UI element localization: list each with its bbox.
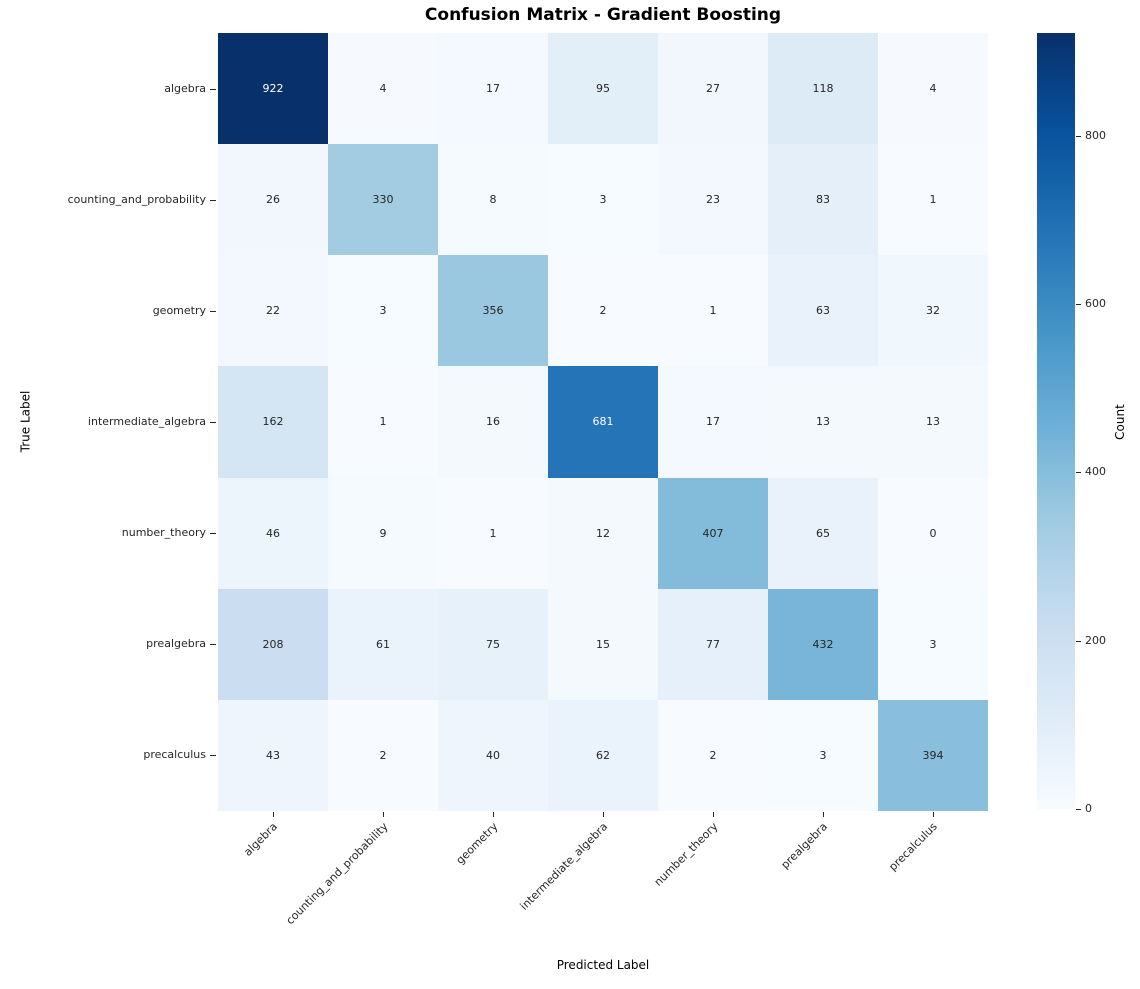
heatmap-cell-intermediate_algebra-geometry: 16 xyxy=(438,366,548,478)
x-axis-tick xyxy=(823,812,824,817)
heatmap-cell-algebra-intermediate_algebra: 95 xyxy=(548,33,658,145)
colorbar-tick-label-0: 0 xyxy=(1085,802,1092,815)
heatmap-cell-counting_and_probability-precalculus: 1 xyxy=(878,144,988,256)
heatmap-cell-algebra-geometry: 17 xyxy=(438,33,548,145)
x-axis-tick xyxy=(273,812,274,817)
heatmap-cell-algebra-counting_and_probability: 4 xyxy=(328,33,438,145)
heatmap-cell-precalculus-precalculus: 394 xyxy=(878,699,988,811)
y-axis-tick xyxy=(210,88,216,90)
heatmap-cell-prealgebra-precalculus: 3 xyxy=(878,588,988,700)
x-tick-label-intermediate_algebra: intermediate_algebra xyxy=(517,820,611,913)
y-axis-tick xyxy=(210,755,216,757)
chart-title: Confusion Matrix - Gradient Boosting xyxy=(424,5,782,25)
heatmap-cell-counting_and_probability-prealgebra: 83 xyxy=(768,144,878,256)
heatmap-cell-geometry-algebra: 22 xyxy=(218,255,328,367)
y-axis-tick xyxy=(210,644,216,646)
x-tick-label-number_theory: number_theory xyxy=(651,820,721,889)
heatmap-cell-intermediate_algebra-algebra: 162 xyxy=(218,366,328,478)
heatmap-cell-precalculus-intermediate_algebra: 62 xyxy=(548,699,658,811)
y-tick-label-counting_and_probability: counting_and_probability xyxy=(67,192,206,206)
colorbar-tick xyxy=(1076,472,1081,474)
heatmap-cell-prealgebra-number_theory: 77 xyxy=(658,588,768,700)
heatmap-cell-intermediate_algebra-counting_and_probability: 1 xyxy=(328,366,438,478)
y-axis-tick xyxy=(210,199,216,201)
colorbar-tick-label-200: 200 xyxy=(1085,633,1106,647)
colorbar-tick xyxy=(1076,304,1081,305)
colorbar-tick xyxy=(1076,809,1081,810)
y-tick-label-prealgebra: prealgebra xyxy=(146,637,206,651)
heatmap-cell-intermediate_algebra-precalculus: 13 xyxy=(878,366,988,478)
heatmap-cell-algebra-number_theory: 27 xyxy=(658,33,768,145)
heatmap-cell-number_theory-algebra: 46 xyxy=(218,477,328,589)
heatmap-cell-algebra-precalculus: 4 xyxy=(878,33,988,145)
y-tick-label-precalculus: precalculus xyxy=(143,748,206,762)
heatmap-cell-intermediate_algebra-prealgebra: 13 xyxy=(768,366,878,478)
y-tick-label-intermediate_algebra: intermediate_algebra xyxy=(87,415,206,428)
heatmap-cell-prealgebra-intermediate_algebra: 15 xyxy=(548,588,658,700)
colorbar-label: Count xyxy=(1113,404,1127,440)
heatmap-cell-precalculus-geometry: 40 xyxy=(438,699,548,811)
x-axis-tick xyxy=(603,812,604,817)
colorbar-tick xyxy=(1076,640,1081,642)
heatmap-cell-precalculus-algebra: 43 xyxy=(218,699,328,811)
heatmap-cell-counting_and_probability-counting_and_probability: 330 xyxy=(328,144,438,256)
x-axis-label: Predicted Label xyxy=(556,958,650,972)
heatmap-cell-counting_and_probability-geometry: 8 xyxy=(438,144,548,256)
heatmap-cell-geometry-prealgebra: 63 xyxy=(768,255,878,367)
y-tick-label-number_theory: number_theory xyxy=(121,526,206,540)
y-axis-tick xyxy=(210,422,216,423)
heatmap-cell-counting_and_probability-intermediate_algebra: 3 xyxy=(548,144,658,256)
heatmap-cell-prealgebra-geometry: 75 xyxy=(438,588,548,700)
x-tick-label-prealgebra: prealgebra xyxy=(778,820,831,872)
heatmap-cell-precalculus-counting_and_probability: 2 xyxy=(328,699,438,811)
x-axis-tick xyxy=(933,812,934,817)
colorbar-tick xyxy=(1076,135,1081,137)
y-axis-tick xyxy=(210,533,216,535)
heatmap-cell-prealgebra-counting_and_probability: 61 xyxy=(328,588,438,700)
heatmap-cell-geometry-number_theory: 1 xyxy=(658,255,768,367)
heatmap-cell-number_theory-geometry: 1 xyxy=(438,477,548,589)
heatmap-cell-intermediate_algebra-number_theory: 17 xyxy=(658,366,768,478)
heatmap-cell-prealgebra-algebra: 208 xyxy=(218,588,328,700)
heatmap-cell-counting_and_probability-number_theory: 23 xyxy=(658,144,768,256)
colorbar-tick-label-400: 400 xyxy=(1085,465,1106,479)
colorbar xyxy=(1037,33,1075,809)
x-axis-tick xyxy=(383,812,384,817)
colorbar-tick-label-600: 600 xyxy=(1085,297,1106,310)
confusion-matrix-heatmap: 922 4 17 95 27 118 4 26 330 8 3 23 83 1 22 3 356 2 1 63 32 16… xyxy=(218,33,988,811)
heatmap-cell-algebra-algebra: 922 xyxy=(218,33,328,145)
heatmap-cell-precalculus-prealgebra: 3 xyxy=(768,699,878,811)
heatmap-cell-number_theory-precalculus: 0 xyxy=(878,477,988,589)
heatmap-cell-geometry-geometry: 356 xyxy=(438,255,548,367)
x-tick-label-counting_and_probability: counting_and_probability xyxy=(283,820,391,928)
x-axis-tick xyxy=(493,812,494,817)
y-tick-label-geometry: geometry xyxy=(152,303,206,317)
x-tick-label-geometry: geometry xyxy=(453,820,501,867)
heatmap-cell-geometry-counting_and_probability: 3 xyxy=(328,255,438,367)
y-axis-label: True Label xyxy=(18,390,33,453)
heatmap-cell-counting_and_probability-algebra: 26 xyxy=(218,144,328,256)
y-tick-label-algebra: algebra xyxy=(164,81,206,95)
heatmap-cell-precalculus-number_theory: 2 xyxy=(658,699,768,811)
heatmap-cell-number_theory-number_theory: 407 xyxy=(658,477,768,589)
heatmap-cell-algebra-prealgebra: 118 xyxy=(768,33,878,145)
x-axis-tick xyxy=(713,812,714,817)
heatmap-cell-number_theory-prealgebra: 65 xyxy=(768,477,878,589)
heatmap-cell-geometry-precalculus: 32 xyxy=(878,255,988,367)
y-axis-tick xyxy=(210,310,216,312)
colorbar-tick-label-800: 800 xyxy=(1085,128,1106,142)
heatmap-cell-number_theory-intermediate_algebra: 12 xyxy=(548,477,658,589)
heatmap-cell-number_theory-counting_and_probability: 9 xyxy=(328,477,438,589)
heatmap-cell-geometry-intermediate_algebra: 2 xyxy=(548,255,658,367)
heatmap-cell-prealgebra-prealgebra: 432 xyxy=(768,588,878,700)
heatmap-cell-intermediate_algebra-intermediate_algebra: 681 xyxy=(548,366,658,478)
x-tick-label-precalculus: precalculus xyxy=(886,820,941,874)
x-tick-label-algebra: algebra xyxy=(241,820,281,859)
